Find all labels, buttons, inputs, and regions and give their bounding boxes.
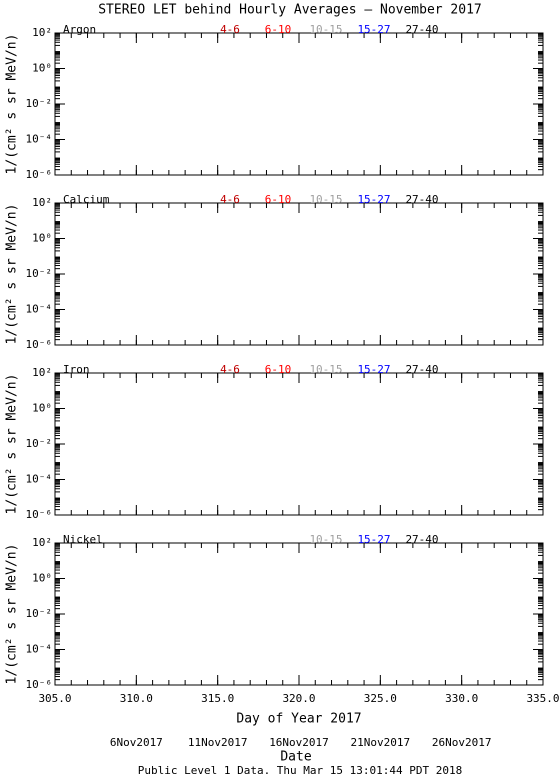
x-tick-label: 315.0 [201, 692, 234, 705]
date-tick-label: 26Nov2017 [432, 736, 492, 749]
y-tick-label: 10⁰ [32, 232, 52, 245]
legend-label: 15-27 [357, 193, 390, 206]
y-axis-label: 1/(cm² s sr MeV/n) [5, 204, 20, 345]
legend-label: 15-27 [357, 363, 390, 376]
chart-title: STEREO LET behind Hourly Averages – Nove… [98, 3, 482, 18]
y-tick-label: 10⁻⁶ [26, 678, 53, 691]
y-axis-label: 1/(cm² s sr MeV/n) [5, 544, 20, 685]
y-tick-label: 10² [32, 536, 52, 549]
y-tick-label: 10⁻² [26, 267, 53, 280]
y-tick-label: 10² [32, 366, 52, 379]
y-tick-label: 10⁰ [32, 572, 52, 585]
footer: Public Level 1 Data. Thu Mar 15 13:01:44… [138, 764, 463, 777]
plot-frame [54, 542, 544, 686]
panel-label: Nickel [63, 533, 103, 546]
legend-label: 6-10 [265, 363, 292, 376]
y-tick-label: 10⁻⁶ [26, 168, 53, 181]
legend-label: 15-27 [357, 533, 390, 546]
panel-label: Iron [63, 363, 90, 376]
y-axis-label: 1/(cm² s sr MeV/n) [5, 374, 20, 515]
date-tick-label: 6Nov2017 [110, 736, 163, 749]
y-tick-label: 10⁻⁴ [26, 133, 53, 146]
x-tick-label: 305.0 [38, 692, 71, 705]
y-tick-label: 10⁻² [26, 437, 53, 450]
legend-label: 15-27 [357, 23, 390, 36]
legend-label: 27-40 [405, 533, 438, 546]
legend-label: 4-6 [220, 23, 240, 36]
plot-frame [54, 372, 544, 516]
y-tick-label: 10⁻⁴ [26, 303, 53, 316]
y-tick-label: 10⁰ [32, 62, 52, 75]
legend-label: 10-15 [309, 23, 342, 36]
y-tick-label: 10⁻⁶ [26, 508, 53, 521]
y-tick-label: 10² [32, 196, 52, 209]
legend-label: 4-6 [220, 363, 240, 376]
y-tick-label: 10⁻² [26, 97, 53, 110]
legend-label: 6-10 [265, 193, 292, 206]
date-tick-label: 16Nov2017 [269, 736, 329, 749]
legend-label: 4-6 [220, 193, 240, 206]
legend-label: 10-15 [309, 533, 342, 546]
y-tick-label: 10² [32, 26, 52, 39]
y-tick-label: 10⁻⁴ [26, 643, 53, 656]
x-tick-label: 320.0 [282, 692, 315, 705]
y-tick-label: 10⁻² [26, 607, 53, 620]
panel-label: Argon [63, 23, 96, 36]
x-tick-label: 330.0 [445, 692, 478, 705]
legend-label: 10-15 [309, 193, 342, 206]
legend-label: 27-40 [405, 23, 438, 36]
x-tick-label: 335.0 [526, 692, 559, 705]
date-tick-label: 11Nov2017 [188, 736, 248, 749]
plot-frame [54, 32, 544, 176]
y-axis-label: 1/(cm² s sr MeV/n) [5, 34, 20, 175]
legend-label: 27-40 [405, 363, 438, 376]
date-tick-label: 21Nov2017 [351, 736, 411, 749]
y-tick-label: 10⁰ [32, 402, 52, 415]
x-axis-label: Day of Year 2017 [236, 712, 361, 727]
date-axis-label: Date [280, 750, 311, 765]
x-tick-label: 310.0 [120, 692, 153, 705]
plot-frame [54, 202, 544, 346]
legend-label: 27-40 [405, 193, 438, 206]
panel-label: Calcium [63, 193, 110, 206]
legend-label: 10-15 [309, 363, 342, 376]
y-tick-label: 10⁻⁶ [26, 338, 53, 351]
x-tick-label: 325.0 [364, 692, 397, 705]
legend-label: 6-10 [265, 23, 292, 36]
y-tick-label: 10⁻⁴ [26, 473, 53, 486]
